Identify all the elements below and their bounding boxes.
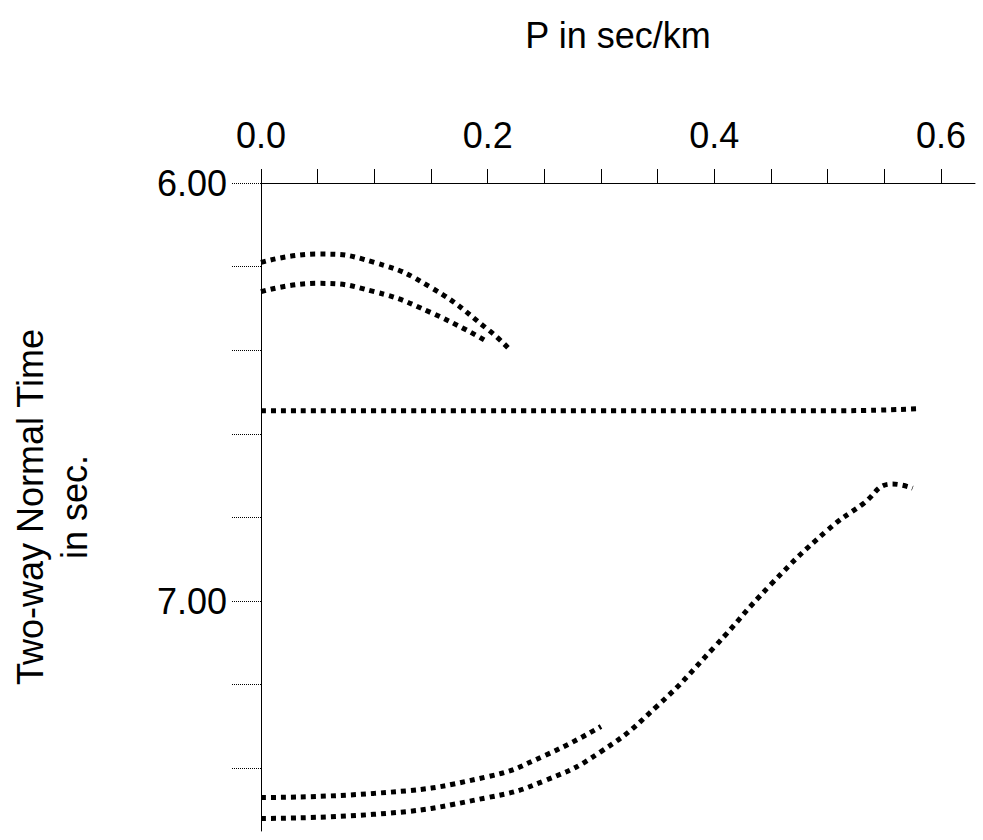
svg-text:0.6: 0.6 (916, 115, 966, 156)
svg-text:6.00: 6.00 (157, 163, 227, 204)
svg-text:P in sec/km: P in sec/km (525, 15, 710, 56)
svg-text:0.0: 0.0 (236, 115, 286, 156)
svg-text:Two-way Normal Time: Two-way Normal Time (10, 329, 51, 685)
svg-text:in sec.: in sec. (54, 455, 95, 559)
svg-text:0.4: 0.4 (689, 115, 739, 156)
svg-text:0.2: 0.2 (463, 115, 513, 156)
svg-text:7.00: 7.00 (157, 581, 227, 622)
